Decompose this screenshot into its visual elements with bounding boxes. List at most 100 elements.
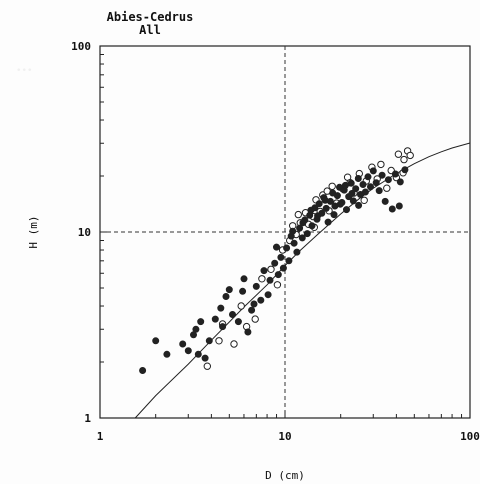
filled-data-point [299,219,307,227]
open-data-point [383,184,391,192]
filled-data-point [296,224,304,232]
filled-data-point [391,170,399,178]
y-tick-label-10: 10 [78,226,91,239]
filled-data-point [260,267,268,275]
open-data-point [267,265,275,273]
filled-data-point [289,227,297,235]
filled-data-point [388,205,396,213]
filled-data-point [372,179,380,187]
axis-ticks [99,45,471,419]
filled-data-point [322,204,330,212]
filled-data-point [333,192,341,200]
filled-data-point [369,167,377,175]
x-tick-label-10: 10 [278,430,291,443]
filled-data-point [197,318,205,326]
filled-data-point [290,239,298,247]
filled-data-point [219,323,227,331]
filled-data-point [194,350,202,358]
open-data-point [406,151,414,160]
fitted-curve [134,142,471,419]
filled-data-point [321,196,329,204]
filled-data-point [355,201,363,209]
open-data-point [394,150,403,158]
y-axis-label: H (m) [27,215,40,248]
filled-data-point [352,185,360,193]
open-data-point [400,155,408,164]
open-data-point [251,315,259,323]
open-data-point [258,275,266,283]
filled-data-point [252,282,260,290]
open-data-point [328,182,336,191]
filled-data-point [342,206,350,214]
x-axis-label: D (cm) [265,469,305,482]
filled-data-point [285,257,293,265]
filled-data-point [348,190,356,198]
filled-data-point [349,197,357,205]
filled-data-point [364,173,372,181]
filled-data-point [271,259,279,267]
filled-data-point [217,304,225,312]
filled-data-point [396,178,404,186]
filled-data-point [222,292,230,300]
filled-data-point [234,318,242,326]
y-tick-label-1: 1 [84,412,91,425]
filled-data-point [244,328,252,336]
open-data-point [273,281,282,289]
filled-data-point [341,181,349,189]
open-data-point [377,160,385,169]
filled-data-point [229,310,237,318]
filled-data-point [179,340,187,348]
open-data-point [294,210,302,219]
filled-data-point [314,212,322,220]
filled-data-point [303,230,311,238]
plot-area [99,45,471,419]
filled-data-point [201,354,209,362]
filled-data-point [336,200,344,208]
filled-data-point [378,171,386,179]
filled-data-point [375,187,383,195]
filled-data-point [239,287,247,295]
filled-data-point [139,366,147,374]
filled-data-point [257,296,265,304]
x-tick-label-1: 1 [97,430,104,443]
filled-data-point [283,244,291,252]
y-tick-label-100: 100 [71,40,91,53]
filled-data-point [152,337,160,345]
open-points-series [203,147,414,370]
filled-data-point [279,264,287,272]
open-data-point [237,302,245,310]
filled-data-point [225,286,233,294]
filled-data-point [401,166,409,174]
filled-data-point [293,248,301,256]
filled-data-point [240,275,248,283]
filled-data-point [192,325,200,333]
open-data-point [360,196,368,205]
filled-data-point [163,350,171,358]
filled-data-point [248,306,256,314]
filled-points-series [139,166,409,374]
filled-data-point [361,188,369,196]
filled-data-point [205,337,213,345]
filled-data-point [324,218,332,226]
filled-data-point [315,200,323,208]
x-tick-label-100: 100 [460,430,480,443]
open-data-point [215,337,223,345]
filled-data-point [298,234,306,242]
filled-data-point [250,300,258,308]
filled-data-point [264,291,272,299]
filled-data-point [308,222,316,230]
filled-data-point [347,179,355,187]
open-data-point [230,340,238,348]
open-data-point [203,362,212,370]
filled-data-point [366,183,374,191]
filled-data-point [395,202,403,210]
filled-data-point [272,243,280,251]
filled-data-point [266,276,274,284]
chart-title: Abies-Cedrus [107,10,194,24]
filled-data-point [330,211,338,219]
filled-data-point [184,347,192,355]
filled-data-point [384,176,392,184]
filled-data-point [274,271,282,279]
